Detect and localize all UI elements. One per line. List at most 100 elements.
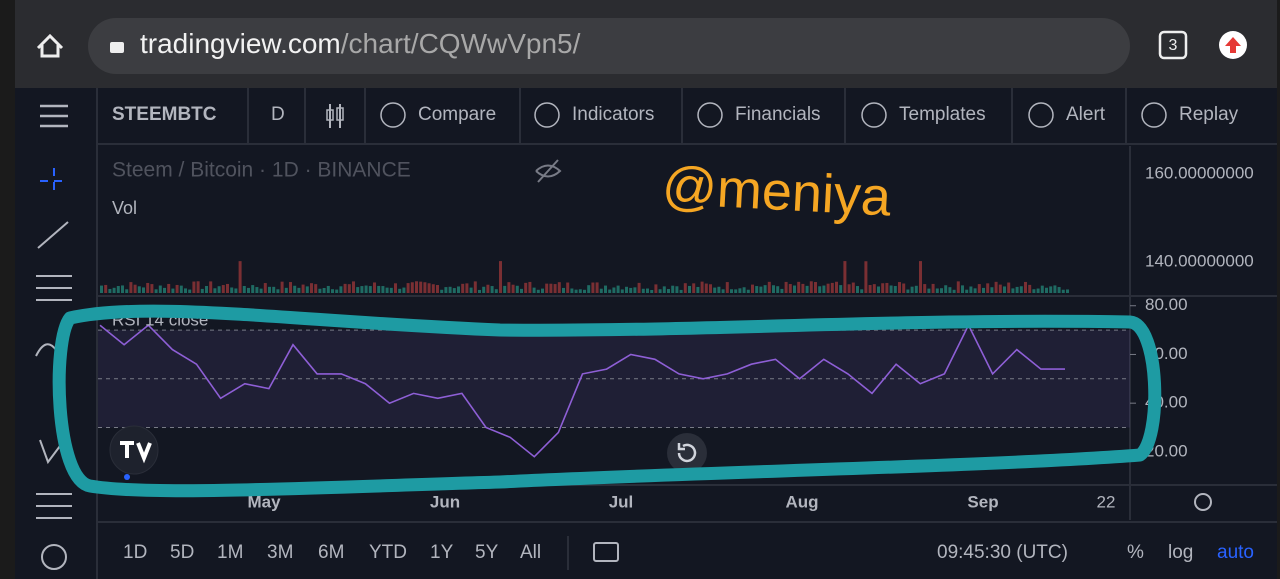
volume-bar <box>515 285 519 293</box>
auto-toggle[interactable]: auto <box>1217 542 1254 563</box>
volume-bar <box>196 281 200 293</box>
volume-bar <box>721 289 725 293</box>
volume-bar <box>394 283 397 293</box>
emoji-icon[interactable] <box>41 544 67 570</box>
update-arrow <box>1225 37 1241 53</box>
hide-icon[interactable] <box>535 159 562 183</box>
volume-bar <box>314 284 318 293</box>
volume-bar <box>1032 289 1036 293</box>
volume-bar <box>507 282 511 293</box>
volume-bar <box>654 284 658 293</box>
date-range-icon[interactable] <box>593 542 619 562</box>
volume-bar <box>885 282 889 293</box>
volume-bar <box>230 287 234 293</box>
volume-bar <box>200 288 204 293</box>
volume-bar <box>1053 285 1057 293</box>
volume-bar <box>591 282 595 293</box>
volume-bar <box>163 287 166 293</box>
url: tradingview.com/chart/CQWwVpn5/ <box>140 28 581 59</box>
range-button[interactable]: 5D <box>170 542 194 563</box>
range-button[interactable]: 6M <box>318 542 344 563</box>
volume-bar <box>877 286 880 293</box>
home-icon[interactable] <box>36 33 64 58</box>
volume-bar <box>725 282 729 293</box>
volume-bar <box>150 284 154 293</box>
volume-bar <box>566 282 570 293</box>
range-button[interactable]: 1D <box>123 542 147 563</box>
interval[interactable]: D <box>271 104 285 125</box>
volume-bar <box>528 281 532 293</box>
volume-bar <box>448 286 452 293</box>
range-button[interactable]: 1Y <box>430 542 454 563</box>
volume-bar <box>154 289 158 293</box>
volume-bar <box>620 289 624 293</box>
volume-bar <box>717 286 721 293</box>
reset-button[interactable] <box>667 433 707 473</box>
fib-icon[interactable] <box>36 275 72 301</box>
volume-bar <box>364 285 368 293</box>
volume-bar <box>167 283 171 293</box>
symbol[interactable]: STEEMBTC <box>112 104 217 125</box>
range-button[interactable]: 5Y <box>475 542 499 563</box>
volume-bar <box>179 285 183 293</box>
volume-bar <box>679 289 683 293</box>
clock: 09:45:30 (UTC) <box>937 542 1068 563</box>
x-tick-label: Aug <box>785 492 818 511</box>
x-tick-label: May <box>247 492 281 511</box>
toolbar-item[interactable]: Replay <box>1179 104 1239 125</box>
tabs-button[interactable] <box>1158 30 1188 60</box>
volume-bar <box>973 288 977 293</box>
toolbar-item[interactable]: Templates <box>899 104 986 125</box>
volume-bar <box>738 288 742 293</box>
volume-bar <box>242 285 246 293</box>
volume-bar <box>910 286 914 293</box>
toolbar-item[interactable]: Financials <box>735 104 821 125</box>
tv-logo[interactable] <box>109 425 159 475</box>
volume-bar <box>192 281 196 293</box>
volume-bar <box>137 286 141 293</box>
volume-bar <box>251 285 255 293</box>
volume-bar <box>1045 287 1048 293</box>
settings-icon[interactable] <box>1194 493 1212 511</box>
volume-bar <box>381 286 385 293</box>
volume-bar <box>818 286 822 293</box>
measure-icon[interactable] <box>36 493 72 519</box>
volume-bar <box>436 285 439 293</box>
toolbar-item[interactable]: Compare <box>418 104 496 125</box>
volume-bar <box>259 288 263 293</box>
volume-bar <box>318 288 322 293</box>
toolbar-item[interactable]: Indicators <box>572 104 654 125</box>
menu-icon[interactable] <box>40 104 68 128</box>
volume-bar <box>608 289 612 293</box>
volume-bar <box>1049 286 1053 293</box>
percent-toggle[interactable]: % <box>1127 542 1144 563</box>
volume-bar <box>1061 289 1065 293</box>
cursor-icon[interactable] <box>40 168 68 194</box>
volume-bar <box>982 287 985 293</box>
volume-bar <box>700 281 704 293</box>
range-button[interactable]: YTD <box>369 542 407 563</box>
volume-bar <box>814 282 817 293</box>
volume-bar <box>658 289 662 293</box>
volume-bar <box>536 289 540 293</box>
volume-bar <box>772 285 775 293</box>
volume-bar <box>919 261 922 293</box>
url-host: tradingview.com <box>140 28 341 59</box>
log-toggle[interactable]: log <box>1168 542 1193 563</box>
volume-bar <box>532 287 536 293</box>
range-button[interactable]: 3M <box>267 542 293 563</box>
volume-bar <box>335 289 339 293</box>
range-button[interactable]: 1M <box>217 542 243 563</box>
volume-bar <box>553 284 557 293</box>
range-button[interactable]: All <box>520 542 541 563</box>
volume-bar <box>272 286 276 293</box>
volume-bar <box>713 287 717 293</box>
url-field[interactable] <box>88 18 1130 74</box>
volume-bar <box>406 283 410 293</box>
volume-bar <box>872 284 876 293</box>
toolbar-item[interactable]: Alert <box>1066 104 1106 125</box>
volume-bar <box>146 282 150 293</box>
trend-icon[interactable] <box>37 221 69 249</box>
volume-bar <box>465 283 469 293</box>
volume-bar <box>343 283 347 293</box>
